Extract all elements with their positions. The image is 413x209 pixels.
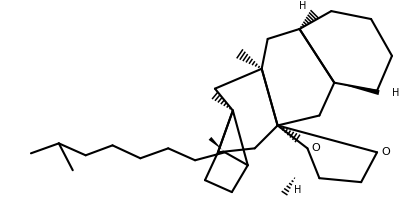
Text: O: O xyxy=(380,147,389,157)
Text: O: O xyxy=(311,143,319,153)
Polygon shape xyxy=(208,137,225,153)
Text: H: H xyxy=(391,88,399,98)
Text: H: H xyxy=(298,1,306,11)
Text: H: H xyxy=(293,185,301,195)
Polygon shape xyxy=(333,82,379,95)
